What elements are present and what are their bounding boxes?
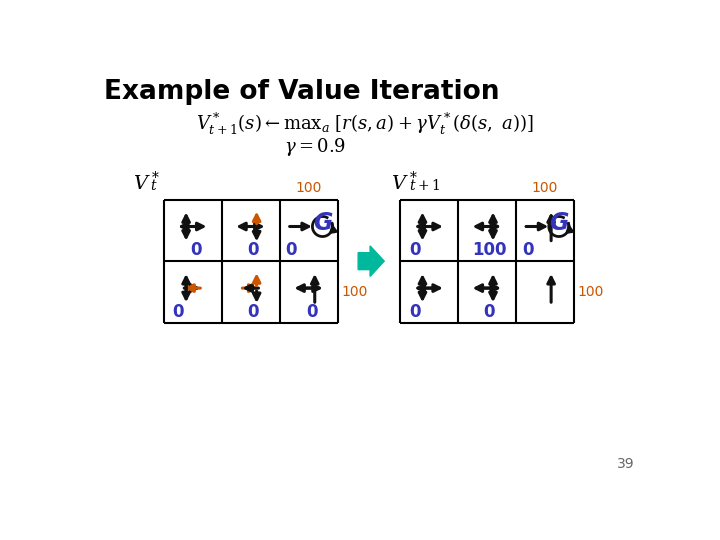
- Text: $V^*$: $V^*$: [391, 171, 418, 194]
- Text: 0: 0: [247, 303, 258, 321]
- Text: 0: 0: [307, 303, 318, 321]
- Text: 0: 0: [247, 241, 258, 259]
- Text: G: G: [312, 211, 332, 235]
- Text: 0: 0: [409, 241, 420, 259]
- Text: 0: 0: [173, 303, 184, 321]
- Text: 0: 0: [190, 241, 202, 259]
- Text: 0: 0: [409, 303, 420, 321]
- Text: 0: 0: [286, 241, 297, 259]
- Text: G: G: [549, 211, 569, 235]
- Text: $t$: $t$: [150, 178, 158, 193]
- Text: 0: 0: [522, 241, 534, 259]
- Polygon shape: [358, 246, 384, 276]
- Text: $V^*_{t+1}(s) \leftarrow \mathrm{max}_a\ [r(s,a) + \gamma V^*_t(\delta(s,\ a))]$: $V^*_{t+1}(s) \leftarrow \mathrm{max}_a\…: [197, 111, 534, 137]
- Text: 39: 39: [617, 457, 635, 471]
- Text: 100: 100: [295, 181, 322, 195]
- Text: 100: 100: [341, 285, 367, 299]
- Text: 100: 100: [577, 285, 604, 299]
- Text: Example of Value Iteration: Example of Value Iteration: [104, 79, 500, 105]
- Text: 100: 100: [472, 241, 506, 259]
- Text: $t+1$: $t+1$: [408, 178, 440, 193]
- Text: 100: 100: [532, 181, 558, 195]
- Text: 0: 0: [483, 303, 495, 321]
- Text: $\gamma = 0.9$: $\gamma = 0.9$: [284, 137, 346, 158]
- Text: $V^*$: $V^*$: [132, 171, 159, 194]
